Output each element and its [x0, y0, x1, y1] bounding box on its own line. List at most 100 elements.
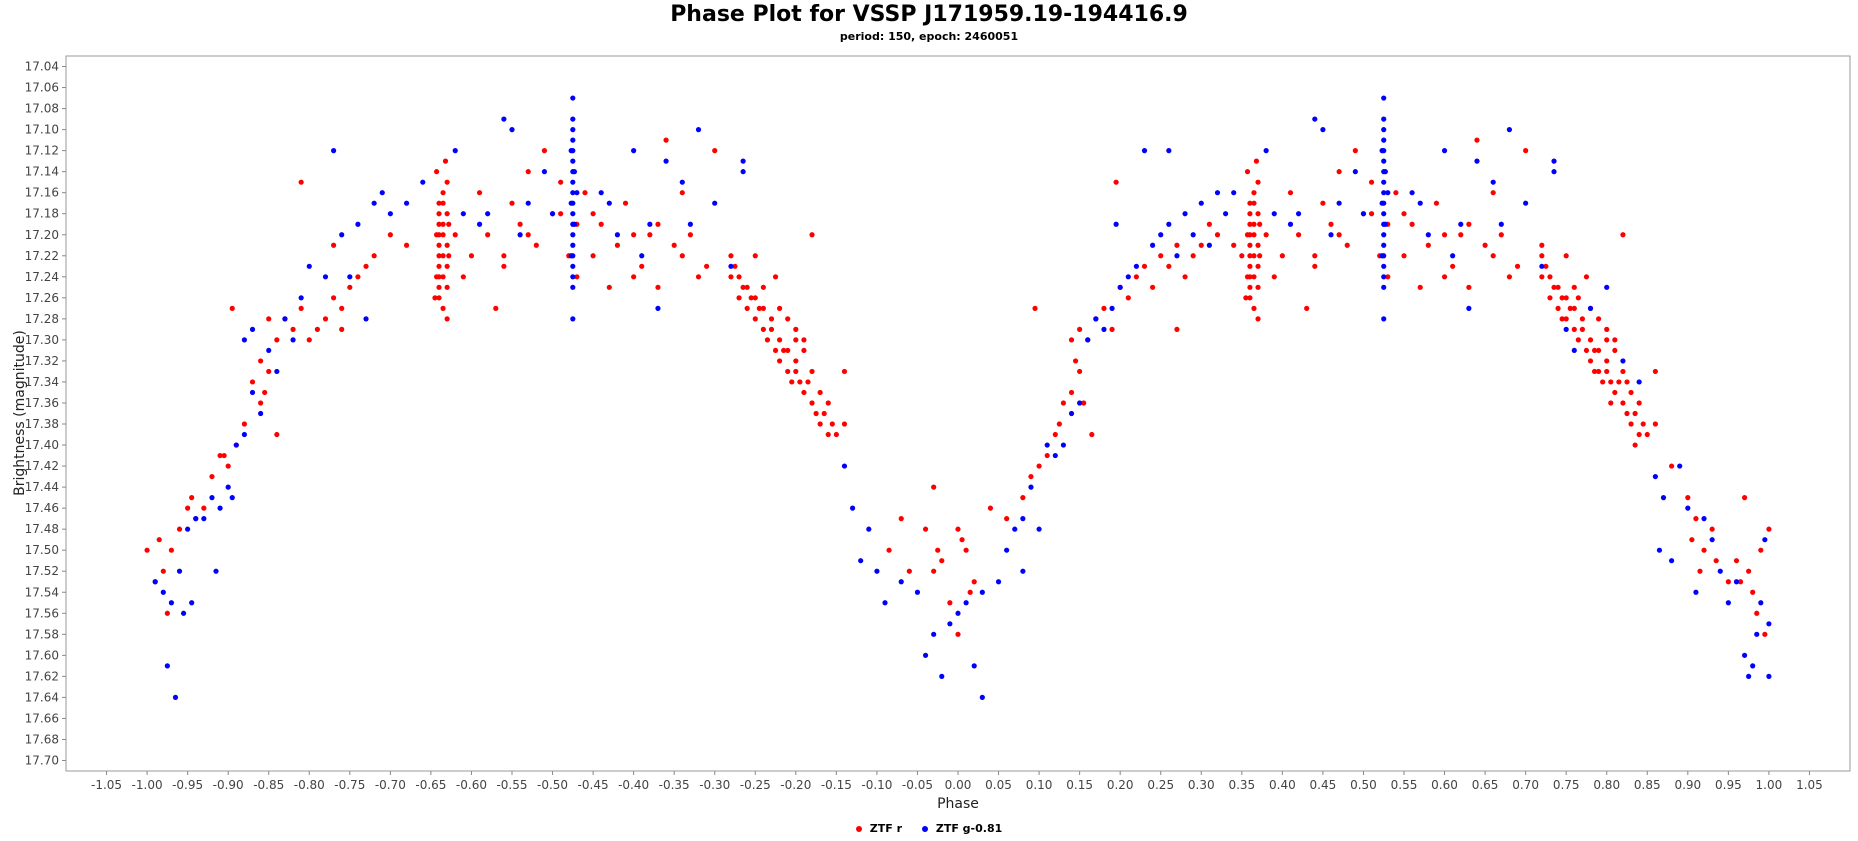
data-point: [1068, 389, 1075, 396]
data-point: [1251, 253, 1257, 259]
data-point: [781, 347, 787, 354]
y-tick-label: 17.08: [25, 102, 59, 116]
data-point: [266, 347, 272, 354]
data-point: [1636, 400, 1642, 406]
data-point: [217, 452, 223, 459]
data-point: [1089, 431, 1095, 438]
data-point: [898, 579, 904, 585]
data-point: [189, 495, 195, 501]
x-tick-label: 1.05: [1796, 778, 1823, 792]
data-point: [1125, 274, 1131, 280]
x-tick-label: 0.90: [1674, 778, 1701, 792]
data-point: [1559, 316, 1565, 322]
data-point: [939, 673, 945, 679]
data-point: [436, 200, 442, 206]
data-point: [1640, 421, 1646, 427]
data-point: [1304, 305, 1310, 311]
data-point: [1750, 663, 1756, 669]
data-point: [1563, 326, 1569, 332]
data-point: [1072, 358, 1079, 364]
data-point: [1036, 526, 1042, 532]
data-point: [525, 169, 531, 175]
y-tick-label: 17.56: [25, 606, 59, 620]
data-point: [1109, 305, 1115, 311]
x-axis-label: Phase: [937, 796, 979, 812]
data-point: [752, 295, 758, 301]
data-point: [1381, 95, 1387, 101]
data-point: [1028, 473, 1034, 480]
data-point: [1101, 326, 1107, 332]
data-point: [189, 600, 195, 606]
data-point: [1385, 190, 1391, 196]
data-point: [460, 274, 466, 280]
data-point: [821, 410, 827, 417]
data-point: [1693, 516, 1699, 522]
data-point: [959, 537, 965, 543]
x-tick-label: -0.15: [821, 778, 852, 792]
data-point: [446, 253, 452, 259]
data-point: [712, 148, 718, 154]
data-point: [1677, 463, 1683, 469]
data-point: [476, 221, 483, 227]
data-point: [570, 263, 576, 269]
data-point: [1441, 274, 1448, 280]
data-point: [614, 242, 621, 248]
x-tick-label: -0.60: [456, 778, 487, 792]
data-point: [1401, 211, 1407, 217]
data-point: [176, 568, 183, 574]
data-point: [440, 232, 446, 238]
data-point: [1174, 242, 1180, 248]
data-point: [176, 526, 183, 532]
data-point: [1320, 200, 1326, 206]
data-point: [1214, 190, 1221, 196]
data-point: [590, 253, 596, 259]
data-point: [1737, 579, 1744, 585]
data-point: [1604, 326, 1610, 332]
data-point: [1725, 600, 1731, 606]
data-point: [740, 158, 746, 164]
data-point: [1701, 516, 1707, 522]
data-point: [1441, 148, 1448, 154]
x-tick-label: 1.00: [1756, 778, 1783, 792]
data-point: [1559, 295, 1565, 301]
data-point: [387, 232, 393, 238]
data-point: [485, 232, 491, 238]
y-tick-label: 17.68: [25, 732, 59, 746]
data-point: [1612, 347, 1618, 354]
data-point: [922, 526, 929, 532]
data-point: [249, 326, 256, 332]
data-point: [1141, 263, 1148, 269]
data-point: [793, 358, 799, 364]
data-point: [436, 284, 442, 290]
data-point: [241, 421, 247, 427]
data-point: [363, 316, 369, 322]
x-tick-label: 0.20: [1107, 778, 1134, 792]
data-point: [570, 116, 576, 122]
series-ztf-r: [144, 137, 1772, 637]
data-point: [622, 200, 629, 206]
data-point: [639, 253, 645, 259]
data-point: [570, 316, 576, 322]
data-point: [1583, 274, 1590, 280]
data-point: [229, 495, 235, 501]
data-point: [262, 389, 268, 396]
y-axis-label: Brightness (magnitude): [12, 330, 28, 496]
data-point: [1381, 211, 1387, 217]
data-point: [1133, 274, 1139, 280]
data-point: [1563, 253, 1569, 259]
data-point: [760, 326, 766, 332]
data-point: [679, 190, 685, 196]
data-point: [663, 137, 669, 143]
data-point: [736, 274, 742, 280]
data-point: [1174, 253, 1180, 259]
data-point: [290, 337, 296, 343]
data-point: [1571, 326, 1577, 332]
data-point: [306, 337, 312, 343]
data-point: [849, 505, 856, 511]
data-point: [1166, 263, 1172, 269]
data-point: [1279, 253, 1285, 259]
data-point: [570, 95, 576, 101]
data-point: [347, 274, 353, 280]
data-point: [1244, 169, 1251, 175]
data-point: [752, 253, 758, 259]
